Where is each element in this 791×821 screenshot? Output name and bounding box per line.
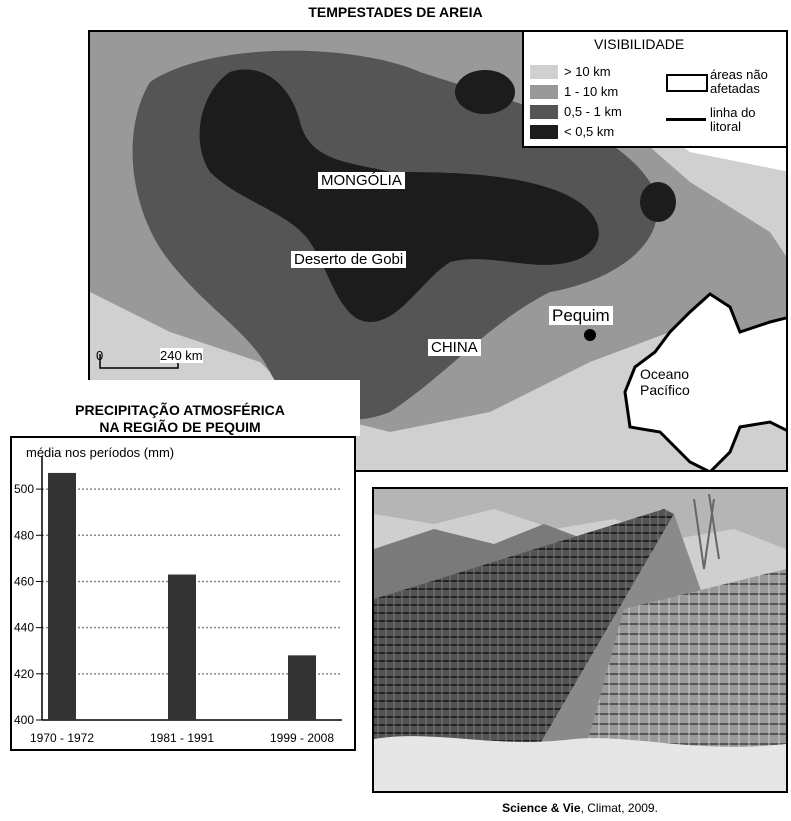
bar-1 bbox=[168, 574, 196, 720]
legend-label-under-0.5km: < 0,5 km bbox=[564, 124, 615, 139]
credit-source: Science & Vie bbox=[502, 801, 581, 815]
legend-title: VISIBILIDADE bbox=[594, 36, 685, 52]
legend-coast-line bbox=[666, 118, 706, 121]
legend-swatch-over-10km bbox=[530, 65, 558, 79]
label-ocean: Oceano Pacífico bbox=[640, 366, 690, 398]
chart-ylabel: média nos períodos (mm) bbox=[26, 445, 174, 460]
legend-swatch-0.5-1km bbox=[530, 105, 558, 119]
chart-header: PRECIPITAÇÃO ATMOSFÉRICA NA REGIÃO DE PE… bbox=[0, 380, 360, 436]
ytick-label-400: 400 bbox=[14, 713, 34, 727]
chart-title-line1: PRECIPITAÇÃO ATMOSFÉRICA bbox=[75, 402, 285, 418]
category-label-2: 1999 - 2008 bbox=[270, 731, 334, 745]
scale-start: 0 bbox=[96, 348, 104, 363]
ytick-label-420: 420 bbox=[14, 667, 34, 681]
photo-credit: Science & Vie, Climat, 2009. bbox=[372, 801, 788, 815]
label-gobi: Deserto de Gobi bbox=[291, 251, 407, 268]
legend-coast-label: linha do litoral bbox=[710, 105, 756, 134]
chart-svg: média nos períodos (mm) 400 420 440 460 480 5… bbox=[14, 445, 342, 745]
ytick-label-460: 460 bbox=[14, 574, 34, 588]
ytick-label-440: 440 bbox=[14, 621, 34, 635]
sand-covered-roofs-photo bbox=[372, 487, 788, 793]
category-label-1: 1981 - 1991 bbox=[150, 731, 214, 745]
label-ocean-line1: Oceano bbox=[640, 366, 690, 382]
label-china: CHINA bbox=[428, 339, 481, 356]
label-mongolia: MONGÓLIA bbox=[318, 172, 405, 189]
legend-swatch-1-10km bbox=[530, 85, 558, 99]
coastline bbox=[623, 292, 786, 470]
ytick-label-480: 480 bbox=[14, 528, 34, 542]
precipitation-chart: média nos períodos (mm) 400 420 440 460 480 5… bbox=[10, 436, 356, 751]
label-beijing: Pequim bbox=[549, 306, 613, 325]
map-legend: VISIBILIDADE > 10 km 1 - 10 km 0,5 - 1 k… bbox=[522, 30, 788, 148]
bar-2 bbox=[288, 655, 316, 720]
zone-under-0.5km bbox=[199, 69, 599, 322]
bar-0 bbox=[48, 472, 76, 720]
photo-illustration bbox=[374, 489, 786, 791]
legend-label-0.5-1km: 0,5 - 1 km bbox=[564, 104, 622, 119]
legend-swatch-under-0.5km bbox=[530, 125, 558, 139]
zone-under-0.5km-small-1 bbox=[455, 70, 515, 114]
legend-unaffected-swatch bbox=[666, 74, 708, 92]
legend-label-over-10km: > 10 km bbox=[564, 64, 611, 79]
beijing-dot bbox=[584, 329, 596, 341]
scale-end: 240 km bbox=[160, 348, 203, 363]
credit-details: , Climat, 2009. bbox=[580, 801, 658, 815]
category-label-0: 1970 - 1972 bbox=[30, 731, 94, 745]
label-ocean-line2: Pacífico bbox=[640, 382, 690, 398]
legend-unaffected-label: áreas não afetadas bbox=[710, 67, 768, 96]
legend-label-1-10km: 1 - 10 km bbox=[564, 84, 619, 99]
zone-under-0.5km-small-2 bbox=[640, 182, 676, 222]
map-title: TEMPESTADES DE AREIA bbox=[308, 4, 483, 20]
ytick-label-500: 500 bbox=[14, 482, 34, 496]
chart-title-line2: NA REGIÃO DE PEQUIM bbox=[99, 419, 261, 435]
